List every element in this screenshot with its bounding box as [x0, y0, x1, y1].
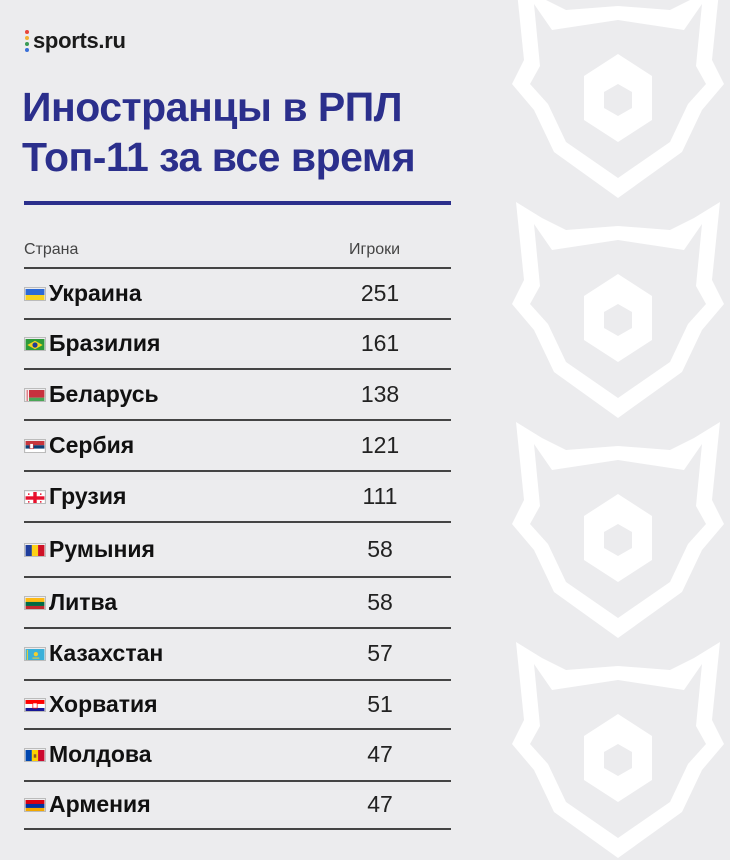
country-name: Литва [49, 589, 118, 615]
georgia-flag-icon [24, 490, 46, 504]
table-row: Армения 47 [24, 782, 451, 830]
bear-logo-watermark [506, 640, 730, 860]
players-count: 161 [360, 330, 400, 356]
country-name: Румыния [49, 536, 155, 562]
country-name: Хорватия [49, 691, 158, 717]
table-row: Сербия 121 [24, 421, 451, 472]
players-count: 51 [367, 691, 393, 717]
moldova-flag-icon [24, 748, 46, 762]
bear-logo-watermark [506, 420, 730, 640]
players-count: 47 [367, 791, 393, 817]
country-name: Бразилия [49, 330, 161, 356]
belarus-flag-icon [24, 388, 46, 402]
header-players: Игроки [349, 241, 401, 258]
country-name: Грузия [49, 483, 127, 509]
logo-dot [25, 42, 29, 46]
country-name: Беларусь [49, 381, 159, 407]
table-row: Бразилия 161 [24, 320, 451, 370]
logo-dot [25, 48, 29, 52]
table-row: Украина 251 [24, 269, 451, 320]
table-row: Румыния 58 [24, 523, 451, 578]
title-line-2: Топ-11 за все время [22, 134, 416, 180]
table-row: Грузия 111 [24, 472, 451, 523]
lithuania-flag-icon [24, 596, 46, 610]
logo-dots-icon [25, 30, 29, 52]
logo-dot [25, 30, 29, 34]
serbia-flag-icon [24, 439, 46, 453]
players-count: 58 [367, 536, 393, 562]
players-count: 121 [360, 432, 400, 458]
title-line-1: Иностранцы в РПЛ [22, 84, 403, 130]
table-body: Украина 251 Бразилия 161 Беларусь 138 Сербия 12… [24, 269, 451, 830]
players-count: 47 [367, 741, 393, 767]
players-table: Страна Игроки Украина 251 Бразилия 161 Белар… [24, 236, 451, 830]
page-title: Иностранцы в РПЛ Топ-11 за все время [22, 82, 416, 182]
ukraine-flag-icon [24, 287, 46, 301]
table-row: Литва 58 [24, 578, 451, 629]
country-name: Сербия [49, 432, 135, 458]
players-count: 57 [367, 640, 393, 666]
country-name: Казахстан [49, 640, 164, 666]
sports-ru-logo: sports.ru [25, 28, 126, 54]
romania-flag-icon [24, 543, 46, 557]
players-count: 138 [360, 381, 400, 407]
table-header: Страна Игроки [24, 236, 451, 269]
players-count: 251 [360, 280, 400, 306]
rpl-bear-watermarks [496, 0, 730, 860]
players-count: 111 [362, 483, 398, 509]
title-divider [24, 201, 451, 205]
country-name: Молдова [49, 741, 152, 767]
logo-text: sports.ru [33, 28, 126, 53]
croatia-flag-icon [24, 698, 46, 712]
kazakhstan-flag-icon [24, 647, 46, 661]
table-row: Казахстан 57 [24, 629, 451, 681]
table-row: Хорватия 51 [24, 681, 451, 730]
bear-logo-watermark [506, 0, 730, 200]
country-name: Украина [49, 280, 142, 306]
players-count: 58 [367, 589, 393, 615]
table-row: Беларусь 138 [24, 370, 451, 421]
header-country: Страна [24, 241, 79, 258]
bear-logo-watermark [506, 200, 730, 420]
country-name: Армения [49, 791, 151, 817]
logo-dot [25, 36, 29, 40]
table-row: Молдова 47 [24, 730, 451, 782]
brazil-flag-icon [24, 337, 46, 351]
armenia-flag-icon [24, 798, 46, 812]
